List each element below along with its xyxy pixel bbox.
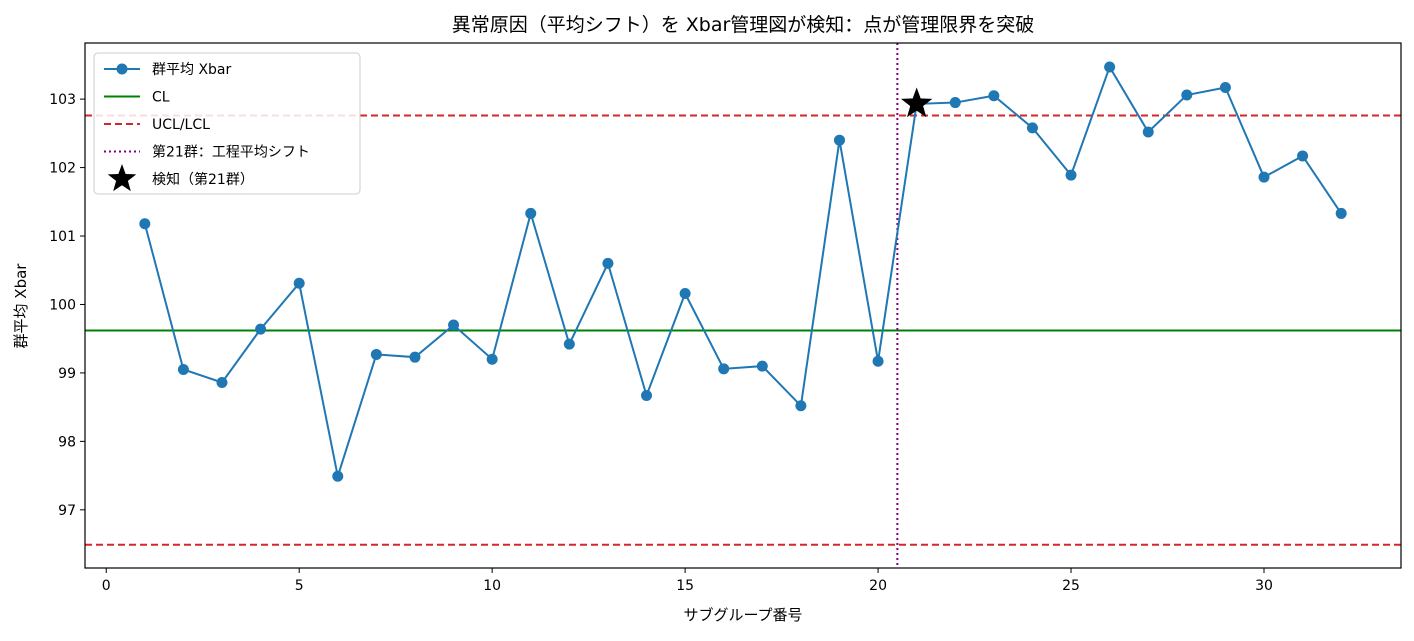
- xbar-point: [525, 207, 537, 219]
- xbar-point: [255, 323, 267, 335]
- xbar-point: [756, 360, 768, 372]
- x-tick-label: 10: [483, 578, 501, 594]
- plot-area: 0 5 10 15 20 25 30 97 98 99 100 101 102 103: [49, 42, 1402, 594]
- xbar-point: [949, 97, 961, 109]
- xbar-point: [139, 218, 151, 230]
- xbar-point: [641, 390, 653, 402]
- y-axis-label: 群平均 Xbar: [12, 263, 30, 349]
- xbar-point: [795, 400, 807, 412]
- y-tick-label: 100: [49, 297, 76, 313]
- x-tick-label: 0: [102, 578, 111, 594]
- y-tick-label: 99: [58, 366, 76, 382]
- xbar-point: [216, 377, 228, 389]
- x-tick-label: 20: [869, 578, 887, 594]
- legend-label: 群平均 Xbar: [152, 62, 232, 78]
- legend-label: 第21群：工程平均シフト: [152, 144, 310, 161]
- xbar-point: [1065, 169, 1077, 181]
- xbar-point: [718, 363, 730, 375]
- y-tick-label: 98: [58, 434, 76, 450]
- xbar-point: [332, 470, 344, 482]
- xbar-point: [602, 257, 614, 269]
- xbar-point: [1026, 122, 1038, 134]
- chart-title: 異常原因（平均シフト）を Xbar管理図が検知：点が管理限界を突破: [452, 14, 1035, 36]
- xbar-point: [1219, 81, 1231, 93]
- xbar-point: [409, 351, 421, 363]
- xbar-point: [293, 277, 305, 289]
- xbar-point: [370, 348, 382, 360]
- xbar-point: [1104, 61, 1116, 73]
- xbar-point: [1335, 207, 1347, 219]
- legend-box: [93, 52, 361, 195]
- y-tick-label: 103: [49, 92, 76, 108]
- plot-frame: [84, 42, 1402, 569]
- legend-label: CL: [152, 90, 170, 106]
- legend-label: UCL/LCL: [152, 117, 210, 133]
- plot-content: [85, 43, 1401, 568]
- x-tick-label: 25: [1062, 578, 1080, 594]
- y-tick-label: 102: [49, 161, 76, 177]
- xbar-point: [177, 363, 189, 375]
- xbar-point: [563, 338, 575, 350]
- detection-star-marker: [901, 87, 933, 118]
- xbar-point: [1181, 89, 1193, 101]
- xbar-point: [872, 355, 884, 367]
- xbar-point: [679, 288, 691, 300]
- x-axis-label: サブグループ番号: [683, 606, 802, 624]
- y-tick-label: 101: [49, 229, 76, 245]
- xbar-point: [1142, 126, 1154, 138]
- xbar-point: [1258, 171, 1270, 183]
- xbar-point: [988, 90, 1000, 102]
- xbar-series-line: [143, 64, 1343, 477]
- legend-label: 検知（第21群）: [152, 171, 254, 188]
- y-tick-label: 97: [58, 503, 76, 519]
- x-tick-label: 30: [1255, 578, 1273, 594]
- xbar-point: [448, 319, 460, 331]
- xbar-point: [833, 134, 845, 146]
- x-tick-label: 5: [295, 578, 304, 594]
- legend-handle-xbar-marker: [116, 63, 128, 75]
- x-tick-label: 15: [676, 578, 694, 594]
- xbar-point: [1297, 150, 1309, 162]
- legend-handle-star: [107, 164, 137, 192]
- xbar-point: [486, 353, 498, 365]
